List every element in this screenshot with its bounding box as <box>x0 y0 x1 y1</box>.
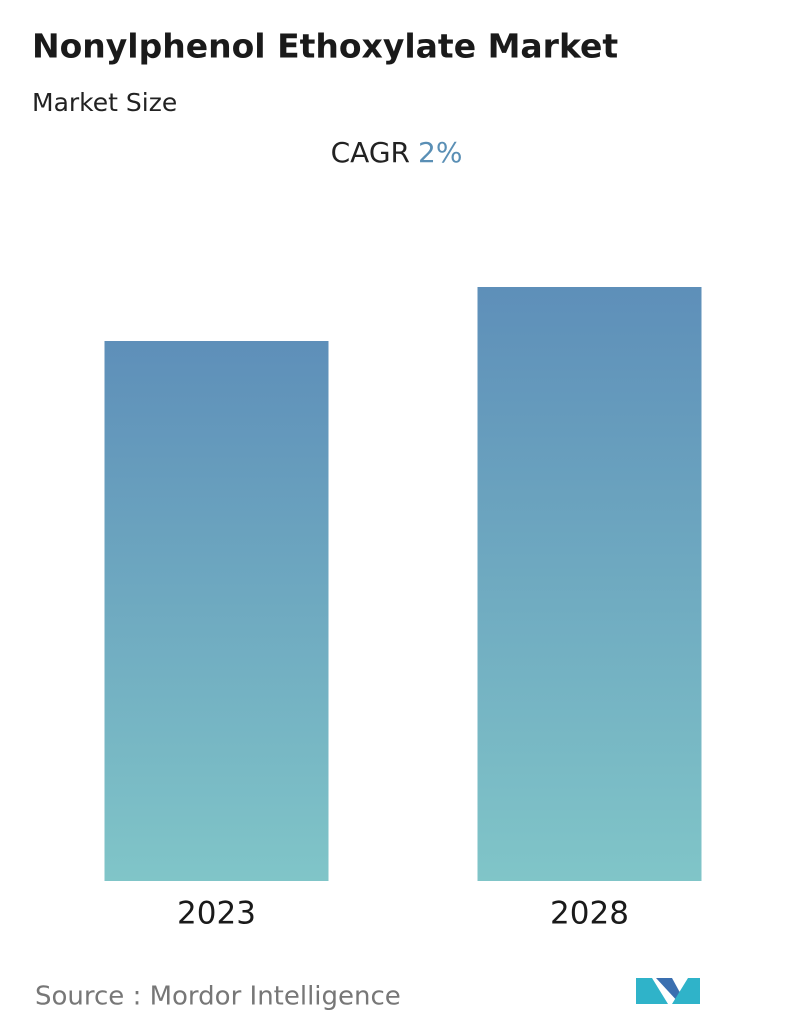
x-tick-label: 2028 <box>550 896 629 932</box>
logo <box>636 978 700 1004</box>
bar <box>477 287 702 881</box>
x-tick-label: 2023 <box>177 896 256 932</box>
cagr-value: 2% <box>418 136 462 169</box>
cagr-label: CAGR <box>331 136 410 169</box>
bar <box>104 341 329 881</box>
source: Source : Mordor Intelligence <box>35 982 401 1012</box>
chart-title: Nonylphenol Ethoxylate Market <box>32 27 618 66</box>
chart-subtitle: Market Size <box>32 88 177 117</box>
